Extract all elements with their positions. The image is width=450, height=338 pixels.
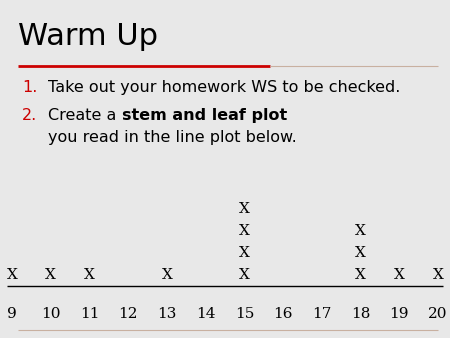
Text: X: X	[239, 246, 250, 260]
Text: stem and leaf plot: stem and leaf plot	[122, 108, 287, 123]
Text: X: X	[162, 268, 172, 282]
Text: 15: 15	[235, 307, 254, 321]
Text: 18: 18	[351, 307, 370, 321]
Text: X: X	[432, 268, 443, 282]
Text: X: X	[84, 268, 95, 282]
Text: Create a: Create a	[48, 108, 122, 123]
Text: 1.: 1.	[22, 80, 37, 95]
Text: X: X	[239, 202, 250, 216]
Text: 2.: 2.	[22, 108, 37, 123]
Text: 16: 16	[273, 307, 293, 321]
Text: 20: 20	[428, 307, 448, 321]
Text: Warm Up: Warm Up	[18, 22, 158, 51]
Text: X: X	[45, 268, 56, 282]
Text: 13: 13	[157, 307, 176, 321]
Text: you read in the line plot below.: you read in the line plot below.	[48, 130, 297, 145]
Text: 17: 17	[312, 307, 332, 321]
Text: X: X	[355, 268, 366, 282]
Text: 10: 10	[41, 307, 60, 321]
Text: 11: 11	[80, 307, 99, 321]
Text: X: X	[355, 224, 366, 238]
Text: X: X	[239, 268, 250, 282]
Text: X: X	[239, 224, 250, 238]
Text: Take out your homework WS to be checked.: Take out your homework WS to be checked.	[48, 80, 400, 95]
Text: 12: 12	[118, 307, 138, 321]
Text: X: X	[394, 268, 405, 282]
Text: 9: 9	[7, 307, 17, 321]
Text: 19: 19	[390, 307, 409, 321]
Text: X: X	[7, 268, 18, 282]
Text: X: X	[355, 246, 366, 260]
Text: 14: 14	[196, 307, 216, 321]
